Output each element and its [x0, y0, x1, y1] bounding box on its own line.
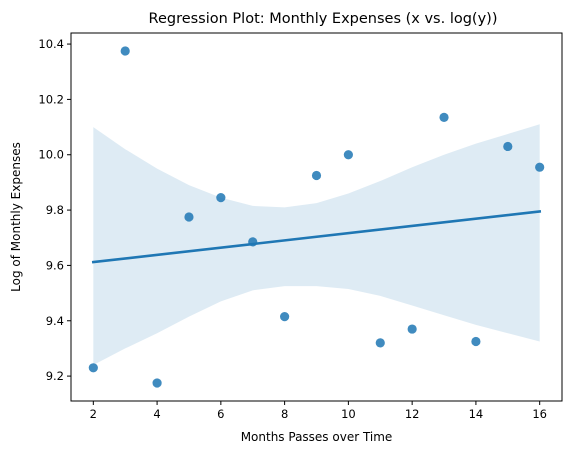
scatter-point	[184, 212, 194, 222]
scatter-point	[248, 237, 258, 247]
x-tick-label: 4	[153, 407, 160, 421]
y-tick-label: 9.6	[46, 258, 64, 272]
chart-title: Regression Plot: Monthly Expenses (x vs.…	[149, 11, 498, 27]
x-axis: 2 4 6 8 10 12 14 16	[90, 401, 547, 421]
x-tick-label: 2	[90, 407, 97, 421]
y-tick-label: 10.0	[38, 148, 64, 162]
y-tick-label: 9.8	[46, 203, 64, 217]
scatter-point	[439, 112, 449, 122]
regression-line-layer	[91, 210, 542, 264]
scatter-point	[471, 336, 481, 347]
y-axis: 9.2 9.4 9.6 9.8 10.0 10.2 10.4	[38, 37, 71, 383]
confidence-band-layer	[93, 124, 540, 366]
x-axis-label: Months Passes over Time	[241, 430, 393, 444]
scatter-point	[535, 162, 545, 172]
x-tick-label: 6	[217, 407, 224, 421]
scatter-points-layer	[88, 46, 545, 388]
scatter-point	[375, 338, 385, 348]
x-tick-label: 14	[469, 407, 484, 421]
y-tick-label: 10.2	[38, 92, 64, 106]
scatter-point	[407, 324, 417, 334]
y-tick-label: 9.4	[46, 314, 64, 328]
plot-frame	[70, 32, 563, 402]
scatter-point	[311, 170, 322, 181]
y-axis-label: Log of Monthly Expenses	[9, 142, 23, 292]
scatter-point	[216, 193, 226, 203]
x-tick-label: 12	[405, 407, 420, 421]
scatter-point	[343, 150, 353, 160]
scatter-point	[280, 312, 290, 322]
scatter-point	[120, 46, 130, 56]
scatter-point	[88, 363, 98, 373]
y-tick-label: 10.4	[38, 37, 64, 51]
regression-line	[91, 210, 542, 264]
y-tick-label: 9.2	[46, 369, 64, 383]
confidence-band	[93, 124, 540, 366]
scatter-point	[503, 141, 513, 152]
x-tick-label: 10	[341, 407, 356, 421]
x-tick-label: 8	[281, 407, 288, 421]
scatter-point	[152, 378, 162, 388]
x-tick-label: 16	[532, 407, 547, 421]
